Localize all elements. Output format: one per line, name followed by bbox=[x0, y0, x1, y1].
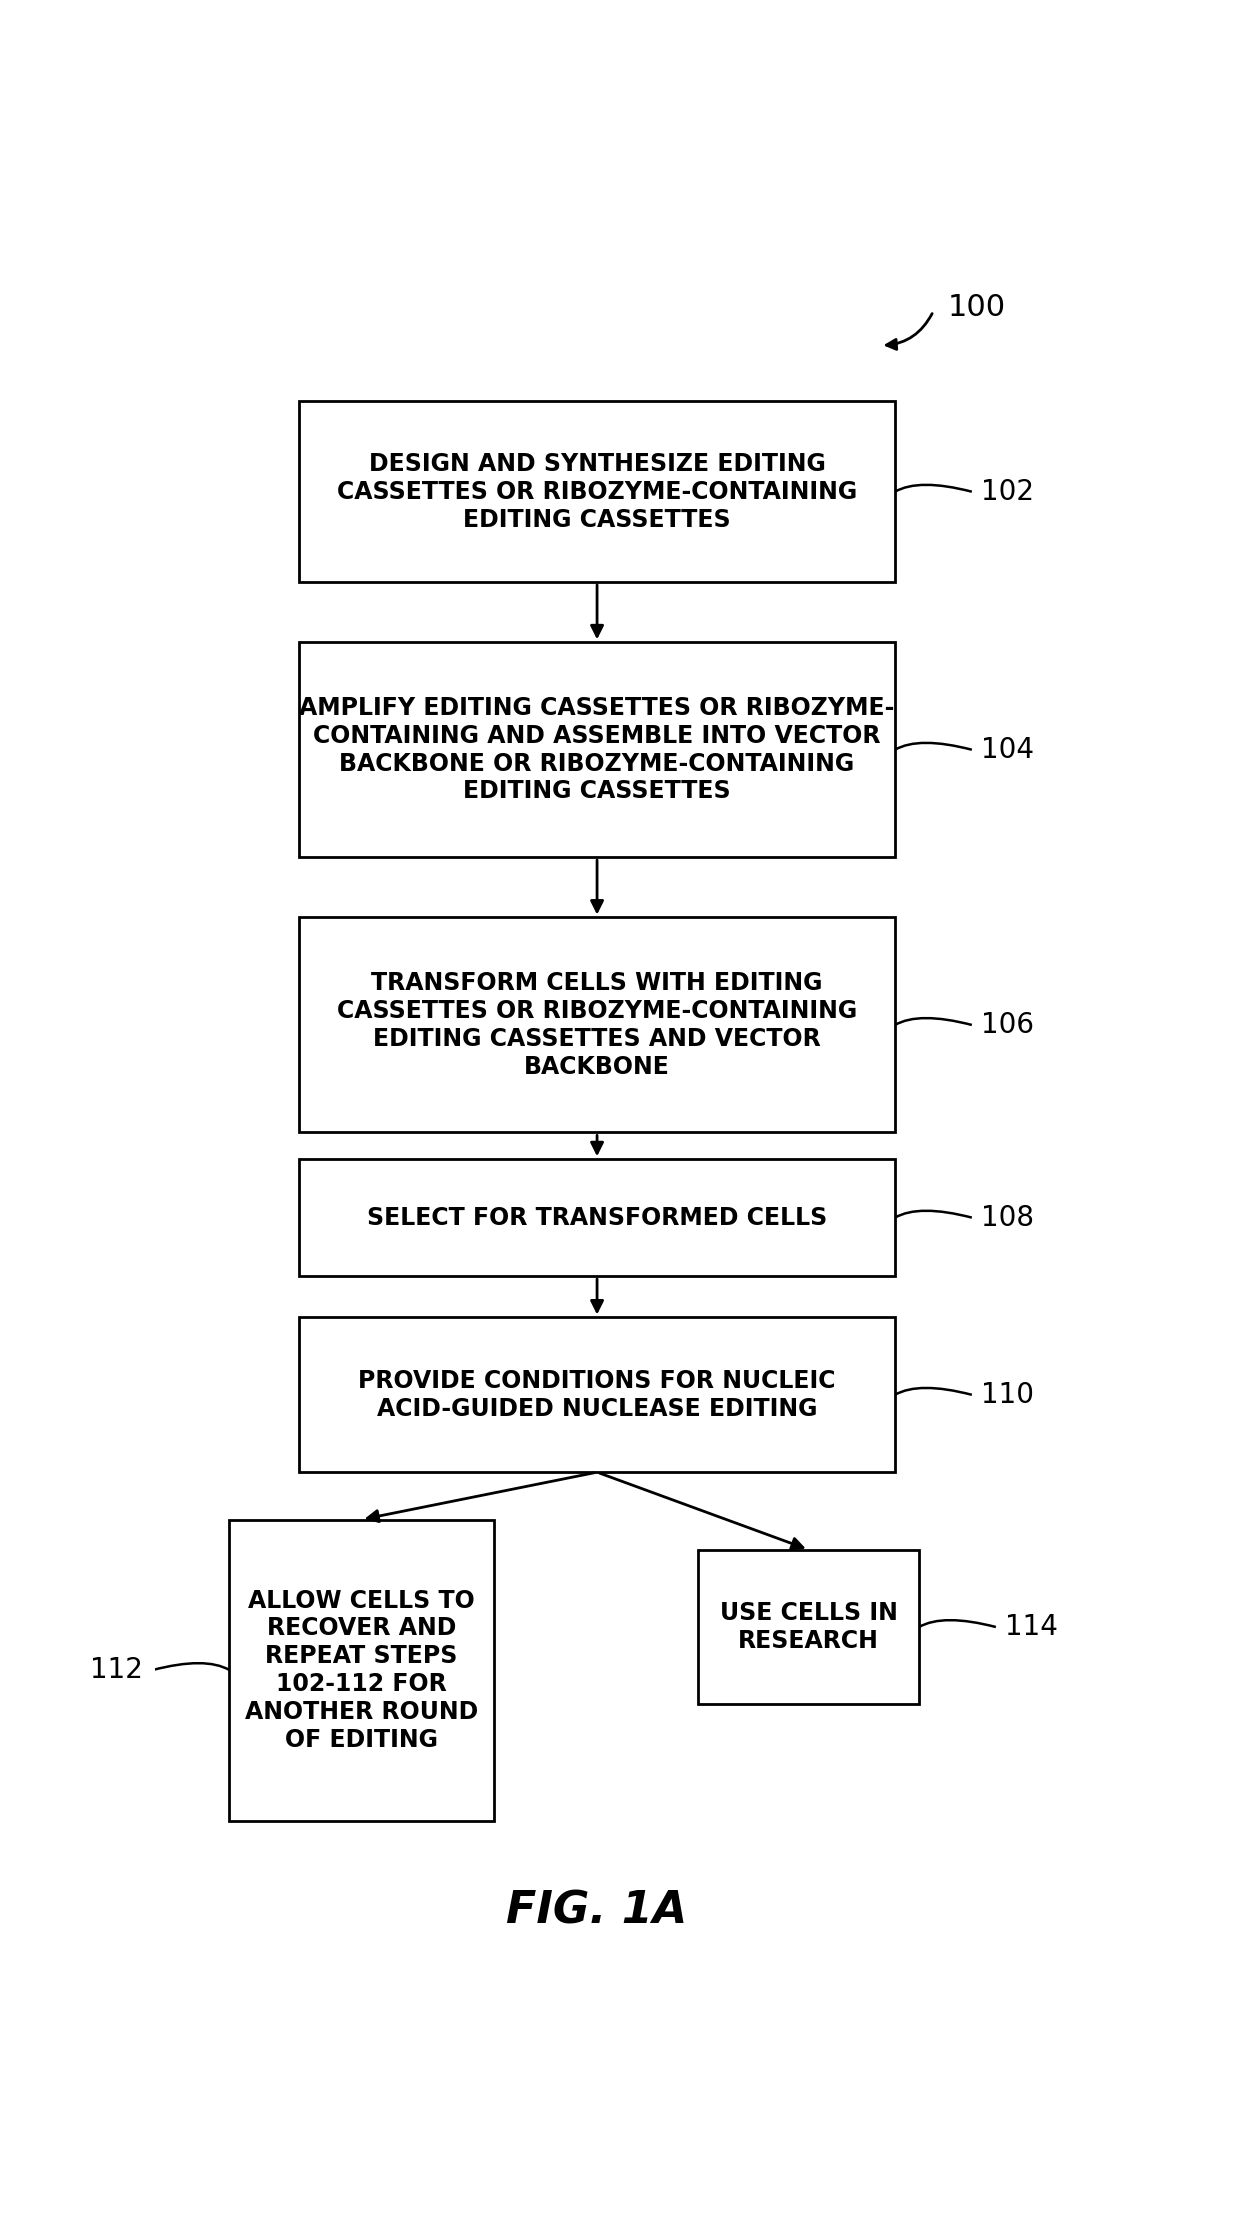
Bar bbox=[299, 1159, 895, 1276]
Text: 104: 104 bbox=[982, 735, 1034, 764]
Text: ALLOW CELLS TO
RECOVER AND
REPEAT STEPS
102-112 FOR
ANOTHER ROUND
OF EDITING: ALLOW CELLS TO RECOVER AND REPEAT STEPS … bbox=[246, 1588, 479, 1751]
Text: 106: 106 bbox=[982, 1012, 1034, 1039]
Bar bbox=[299, 1318, 895, 1472]
Text: 102: 102 bbox=[982, 478, 1034, 505]
Text: USE CELLS IN
RESEARCH: USE CELLS IN RESEARCH bbox=[719, 1602, 898, 1653]
Text: 100: 100 bbox=[947, 293, 1006, 322]
Text: AMPLIFY EDITING CASSETTES OR RIBOZYME-
CONTAINING AND ASSEMBLE INTO VECTOR
BACKB: AMPLIFY EDITING CASSETTES OR RIBOZYME- C… bbox=[299, 697, 895, 804]
Text: TRANSFORM CELLS WITH EDITING
CASSETTES OR RIBOZYME-CONTAINING
EDITING CASSETTES : TRANSFORM CELLS WITH EDITING CASSETTES O… bbox=[337, 972, 857, 1079]
Text: 112: 112 bbox=[91, 1655, 143, 1684]
Text: PROVIDE CONDITIONS FOR NUCLEIC
ACID-GUIDED NUCLEASE EDITING: PROVIDE CONDITIONS FOR NUCLEIC ACID-GUID… bbox=[358, 1369, 836, 1421]
Bar bbox=[698, 1550, 919, 1705]
Text: 108: 108 bbox=[982, 1204, 1034, 1231]
Bar bbox=[299, 918, 895, 1133]
Text: 110: 110 bbox=[982, 1381, 1034, 1410]
Bar bbox=[229, 1519, 494, 1821]
Text: SELECT FOR TRANSFORMED CELLS: SELECT FOR TRANSFORMED CELLS bbox=[367, 1206, 827, 1229]
Bar bbox=[299, 402, 895, 583]
Text: FIG. 1A: FIG. 1A bbox=[506, 1890, 688, 1932]
Text: 114: 114 bbox=[1006, 1613, 1059, 1642]
Text: DESIGN AND SYNTHESIZE EDITING
CASSETTES OR RIBOZYME-CONTAINING
EDITING CASSETTES: DESIGN AND SYNTHESIZE EDITING CASSETTES … bbox=[337, 451, 857, 532]
Bar bbox=[299, 641, 895, 858]
